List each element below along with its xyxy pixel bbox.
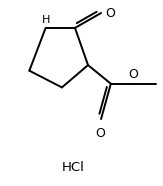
Text: O: O [105,7,115,20]
Text: O: O [95,127,105,140]
Text: O: O [128,68,138,81]
Text: H: H [42,15,51,25]
Text: HCl: HCl [62,161,85,174]
